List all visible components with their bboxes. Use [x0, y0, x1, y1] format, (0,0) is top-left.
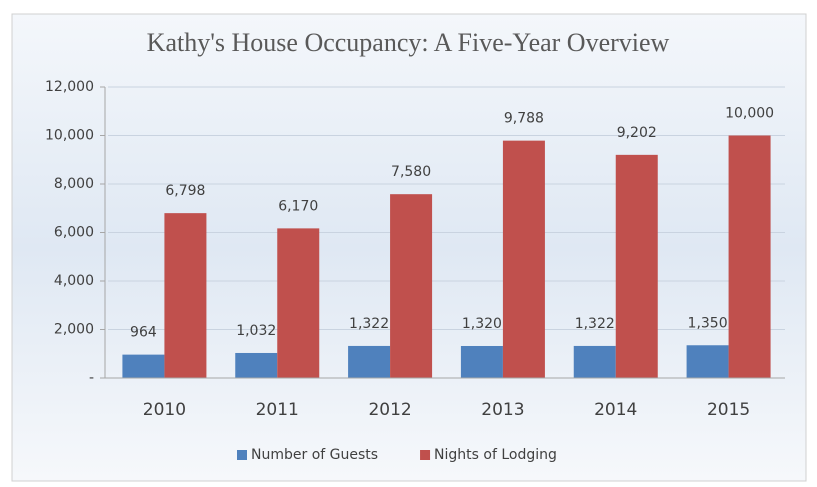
- bar: [164, 213, 207, 378]
- y-tick-label: 10,000: [45, 128, 94, 144]
- x-tick-label: 2011: [256, 400, 299, 420]
- y-tick-label: 8,000: [54, 176, 94, 192]
- data-label: 1,322: [575, 316, 615, 332]
- bar: [235, 352, 278, 378]
- bar: [348, 345, 391, 378]
- data-label: 6,798: [165, 183, 205, 199]
- bar: [122, 354, 165, 378]
- x-tick-label: 2010: [143, 400, 186, 420]
- legend-label: Number of Guests: [251, 447, 378, 463]
- bar: [390, 194, 433, 378]
- data-label: 1,322: [349, 316, 389, 332]
- y-tick-label: 2,000: [54, 322, 94, 338]
- data-label: 10,000: [725, 106, 774, 122]
- data-label: 9,788: [504, 111, 544, 127]
- legend-swatch: [420, 450, 431, 460]
- data-label: 1,032: [236, 323, 276, 339]
- bar: [277, 228, 320, 378]
- y-tick-label: -: [89, 370, 94, 386]
- x-tick-label: 2014: [594, 400, 637, 420]
- y-tick-label: 12,000: [45, 79, 94, 95]
- bar: [502, 140, 545, 378]
- bar: [686, 345, 729, 378]
- bar: [460, 345, 503, 378]
- x-tick-label: 2012: [368, 400, 411, 420]
- data-label: 6,170: [278, 198, 318, 214]
- y-tick-label: 6,000: [54, 225, 94, 241]
- x-tick-label: 2015: [707, 400, 750, 420]
- data-label: 1,320: [462, 316, 502, 332]
- legend-label: Nights of Lodging: [434, 447, 557, 463]
- bar: [728, 135, 771, 378]
- bar: [615, 154, 658, 378]
- data-label: 9,202: [617, 125, 657, 141]
- bar: [573, 345, 616, 378]
- data-label: 1,350: [688, 315, 728, 331]
- legend-swatch: [237, 450, 247, 460]
- x-tick-label: 2013: [481, 400, 524, 420]
- data-label: 7,580: [391, 164, 431, 180]
- y-tick-label: 4,000: [54, 273, 94, 289]
- data-label: 964: [130, 325, 157, 341]
- chart-title: Kathy's House Occupancy: A Five-Year Ove…: [147, 28, 670, 57]
